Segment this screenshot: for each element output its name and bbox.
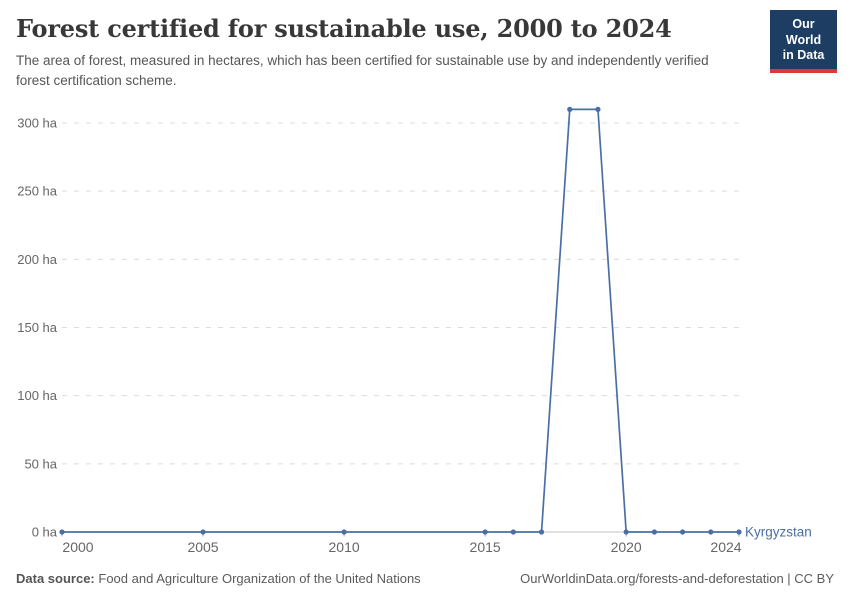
x-axis-tick-label: 2015 bbox=[470, 539, 501, 555]
data-point[interactable] bbox=[679, 529, 686, 535]
owid-logo-line1: Our World bbox=[785, 17, 822, 47]
data-point[interactable] bbox=[482, 529, 488, 535]
y-axis-tick-label: 0 ha bbox=[32, 525, 58, 540]
data-point[interactable] bbox=[623, 529, 629, 535]
plot-area[interactable] bbox=[62, 100, 739, 538]
data-point[interactable] bbox=[341, 529, 347, 535]
data-source-label: Data source: bbox=[16, 571, 95, 586]
data-point[interactable] bbox=[708, 529, 714, 535]
x-axis-tick-label: 2024 bbox=[710, 539, 741, 555]
data-point[interactable] bbox=[510, 529, 516, 535]
data-source-text[interactable]: Food and Agriculture Organization of the… bbox=[98, 571, 421, 586]
owid-logo[interactable]: Our World in Data bbox=[770, 10, 837, 73]
y-axis-tick-label: 200 ha bbox=[17, 252, 58, 267]
chart-footer: Data source: Food and Agriculture Organi… bbox=[16, 571, 834, 586]
y-axis-tick-label: 250 ha bbox=[17, 184, 58, 199]
series-label[interactable]: Kyrgyzstan bbox=[745, 525, 812, 540]
attribution-link[interactable]: OurWorldinData.org/forests-and-deforesta… bbox=[520, 571, 834, 586]
x-axis-tick-label: 2010 bbox=[329, 539, 360, 555]
y-axis-tick-label: 100 ha bbox=[17, 388, 58, 403]
data-point[interactable] bbox=[538, 529, 545, 535]
data-point[interactable] bbox=[200, 529, 206, 535]
x-axis-tick-label: 2005 bbox=[187, 539, 218, 555]
x-axis-tick-label: 2020 bbox=[611, 539, 642, 555]
chart-subtitle: The area of forest, measured in hectares… bbox=[16, 53, 709, 88]
chart-title: Forest certified for sustainable use, 20… bbox=[16, 14, 672, 43]
data-point[interactable] bbox=[651, 529, 657, 535]
data-source: Data source: Food and Agriculture Organi… bbox=[16, 571, 421, 586]
y-axis-tick-label: 50 ha bbox=[24, 456, 57, 471]
data-point[interactable] bbox=[736, 529, 742, 535]
y-axis-tick-label: 150 ha bbox=[17, 320, 58, 335]
data-point[interactable] bbox=[59, 529, 65, 535]
owid-logo-line2: in Data bbox=[782, 48, 825, 63]
x-axis-tick-label: 2000 bbox=[62, 539, 93, 555]
data-point[interactable] bbox=[595, 106, 601, 112]
y-axis-tick-label: 300 ha bbox=[17, 116, 58, 131]
data-point[interactable] bbox=[567, 106, 573, 112]
